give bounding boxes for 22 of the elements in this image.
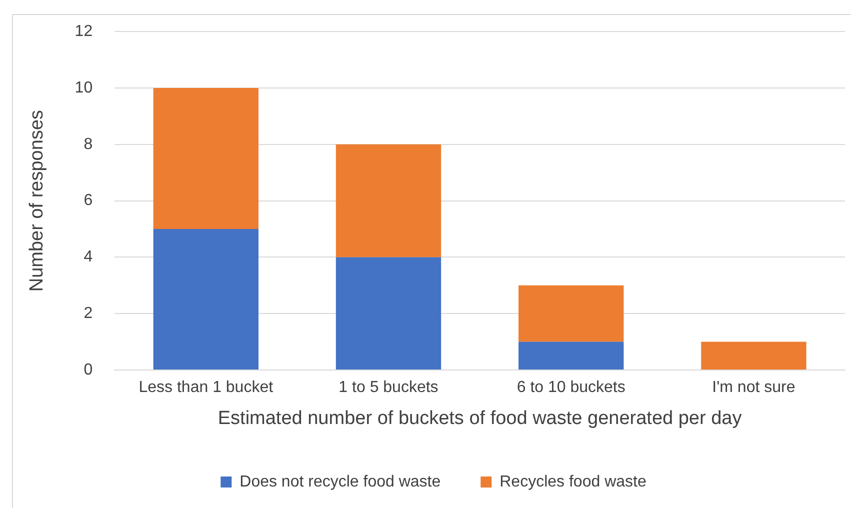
bar: [336, 144, 442, 258]
x-tick-label: 6 to 10 buckets: [516, 379, 626, 396]
bar: [518, 285, 624, 342]
bar: [336, 257, 442, 370]
y-tick-label: 8: [84, 136, 93, 153]
bar: [153, 229, 258, 370]
y-tick-label: 2: [84, 305, 93, 322]
y-tick-label: 12: [74, 23, 93, 40]
bar: [701, 342, 806, 370]
legend-label: Recycles food waste: [500, 473, 646, 490]
y-tick-label: 4: [84, 248, 93, 266]
y-tick-label: 10: [74, 79, 93, 96]
x-axis-title: Estimated number of buckets of food waste generated per day: [218, 408, 742, 429]
x-tick-label: I'm not sure: [712, 379, 796, 396]
bar: [153, 88, 258, 229]
y-axis-title: Number of responses: [26, 110, 48, 292]
y-tick-label: 6: [84, 192, 93, 210]
x-tick-label: Less than 1 bucket: [138, 379, 274, 396]
x-tick-label: 1 to 5 buckets: [338, 379, 438, 396]
bar: [518, 342, 624, 370]
y-tick-label: 0: [84, 361, 93, 378]
legend-label: Does not recycle food waste: [240, 473, 441, 490]
